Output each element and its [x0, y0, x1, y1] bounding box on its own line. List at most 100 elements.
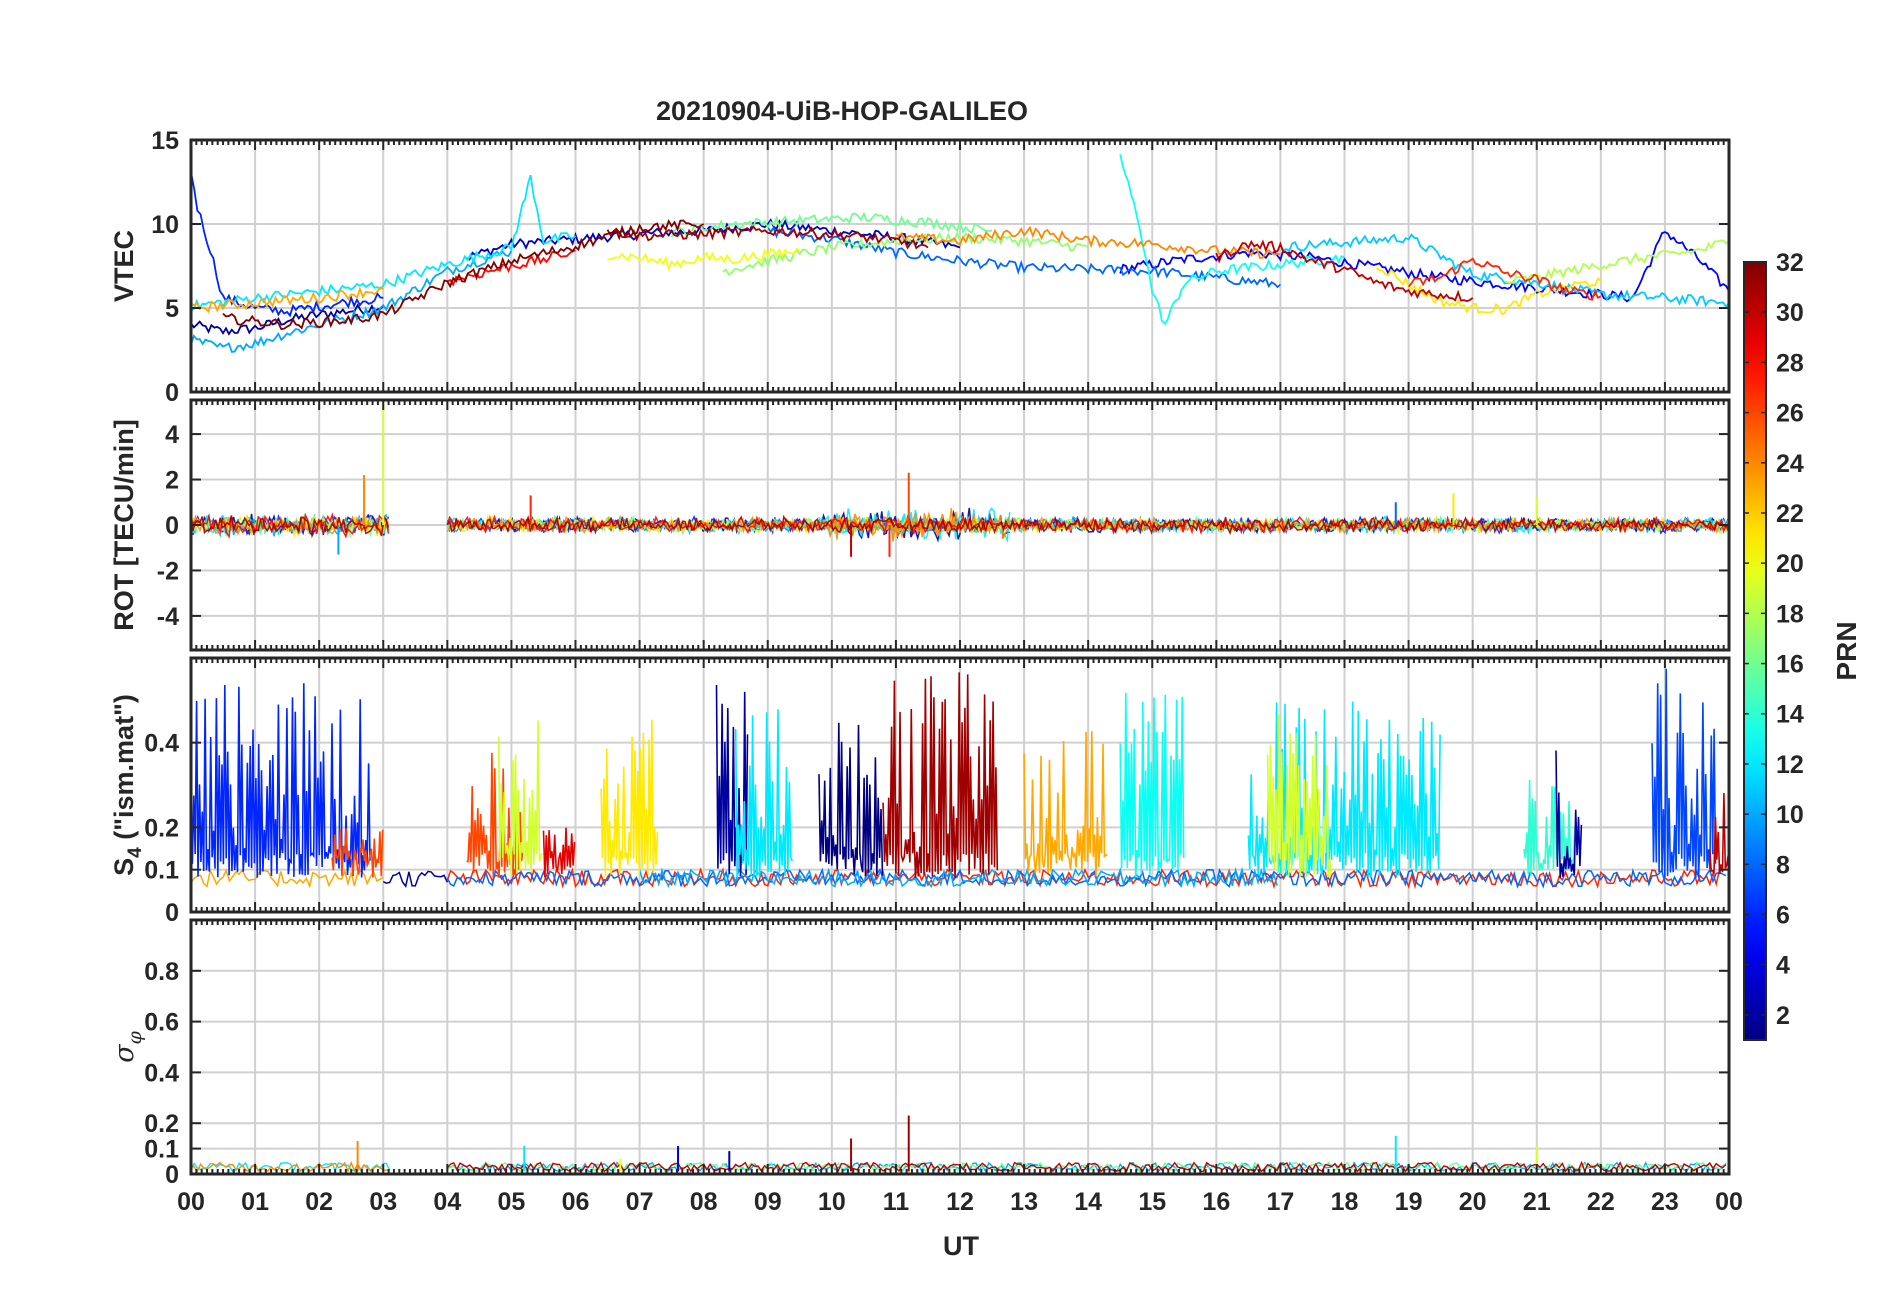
vtec-series-prn-11 — [1279, 233, 1729, 309]
y-tick-label: -2 — [157, 557, 179, 585]
chart-title: 20210904-UiB-HOP-GALILEO — [656, 96, 1028, 126]
y-tick-label: -4 — [157, 603, 179, 631]
vtec-series-prn-3 — [466, 218, 961, 261]
rot-series-prn-31 — [191, 515, 390, 537]
colorbar-tick-label: 18 — [1776, 600, 1804, 628]
s4-burst-prn-19 — [1266, 714, 1332, 878]
x-tick-label: 21 — [1523, 1188, 1551, 1216]
s4-baseline-prn-23 — [191, 868, 384, 889]
x-tick-label: 09 — [754, 1188, 782, 1216]
x-tick-label: 14 — [1074, 1188, 1102, 1216]
y-label-main: S — [109, 858, 139, 876]
rot-series-prn-24 — [191, 514, 390, 536]
s4-burst-prn-30 — [1709, 792, 1729, 876]
s4-burst-prn-7 — [1651, 668, 1717, 878]
s4-burst-prn-31 — [882, 672, 999, 878]
colorbar-tick-label: 8 — [1776, 851, 1790, 879]
colorbar-tick-label: 2 — [1776, 1002, 1790, 1030]
x-tick-label: 01 — [241, 1188, 269, 1216]
y-tick-label: 0.1 — [144, 1136, 179, 1164]
panel-data — [191, 154, 1729, 353]
s4-burst-prn-19 — [497, 720, 543, 876]
s4-burst-prn-1 — [818, 722, 884, 877]
s4-burst-prn-14 — [1523, 779, 1576, 877]
x-tick-label: 08 — [690, 1188, 718, 1216]
sigma-series-prn-24 — [191, 1160, 390, 1174]
s4-burst-prn-13 — [1119, 692, 1185, 878]
vtec-series-prn-12 — [191, 174, 577, 312]
sigma-series-prn-30 — [446, 1160, 1727, 1174]
colorbar-tick-label: 22 — [1776, 500, 1804, 528]
vtec-series-prn-30 — [1215, 239, 1474, 303]
x-axis-label: UT — [943, 1231, 979, 1261]
x-tick-label: 16 — [1202, 1188, 1230, 1216]
y-axis-label: σφ — [109, 1030, 146, 1062]
vtec-series-prn-31 — [606, 224, 929, 250]
y-tick-label: 10 — [151, 211, 179, 239]
y-tick-label: 0.2 — [144, 814, 179, 842]
colorbar-tick-label: 4 — [1776, 952, 1790, 980]
x-axis: 00 01 02 03 04 05 06 07 08 09 10 11 12 13 14 15 16 17 18 19… — [177, 1188, 1743, 1216]
vtec-series-prn-24 — [895, 225, 1281, 260]
y-tick-label: 0.1 — [144, 857, 179, 885]
x-tick-label: 07 — [626, 1188, 654, 1216]
y-tick-label: 0 — [165, 1161, 179, 1189]
s4-burst-prn-21 — [600, 719, 659, 877]
y-tick-label: 5 — [165, 295, 179, 323]
y-tick-label: 0.4 — [144, 1059, 179, 1087]
panel-vtec: 0 5 10 15 VTEC — [109, 127, 1731, 407]
s4-burst-prn-12 — [734, 709, 793, 878]
x-tick-label: 20 — [1459, 1188, 1487, 1216]
x-tick-label: 10 — [818, 1188, 846, 1216]
colorbar-ramp — [1743, 261, 1767, 1041]
x-tick-label: 18 — [1331, 1188, 1359, 1216]
colorbar-tick-label: 32 — [1776, 249, 1804, 277]
colorbar-tick-label: 26 — [1776, 400, 1804, 428]
y-axis-label: ROT [TECU/min] — [109, 419, 139, 630]
rot-series-prn-28 — [191, 512, 390, 539]
x-tick-label: 00 — [1715, 1188, 1743, 1216]
x-tick-label: 12 — [946, 1188, 974, 1216]
x-tick-label: 17 — [1267, 1188, 1295, 1216]
x-tick-label: 15 — [1138, 1188, 1166, 1216]
y-axis-label: S4 ("ism.mat") — [109, 694, 146, 876]
s4-burst-prn-12 — [1247, 701, 1441, 878]
x-tick-label: 11 — [883, 1188, 910, 1216]
vtec-series-prn-13 — [1119, 154, 1345, 326]
s4-baseline-prn-10 — [638, 866, 1278, 889]
panel-rot: -4 -2 0 2 4 ROT [TECU/min] — [109, 398, 1731, 652]
vtec-series-prn-32 — [222, 218, 705, 331]
x-tick-label: 05 — [498, 1188, 526, 1216]
x-tick-label: 03 — [369, 1188, 397, 1216]
y-tick-label: 0.2 — [144, 1110, 179, 1138]
vtec-series-prn-16 — [670, 211, 993, 238]
colorbar-tick-label: 16 — [1776, 651, 1804, 679]
y-tick-label: 0 — [165, 379, 179, 407]
colorbar-tick-label: 24 — [1776, 450, 1804, 478]
colorbar-tick-label: 6 — [1776, 902, 1790, 930]
colorbar-tick-label: 30 — [1776, 299, 1804, 327]
y-axis-label: VTEC — [109, 230, 139, 302]
s4-burst-prn-29 — [542, 827, 576, 878]
x-tick-label: 04 — [433, 1188, 461, 1216]
y-tick-label: 0.4 — [144, 730, 179, 758]
y-tick-label: 0 — [165, 512, 179, 540]
panel-data — [191, 668, 1729, 890]
panel-data — [191, 400, 1729, 557]
s4-burst-prn-23 — [1023, 731, 1108, 877]
panel-data — [191, 1115, 1727, 1174]
colorbar-tick-label: 28 — [1776, 349, 1804, 377]
vtec-series-prn-23 — [191, 286, 384, 314]
x-tick-label: 02 — [305, 1188, 333, 1216]
y-label-main: σ — [109, 1043, 140, 1063]
y-label-rest: ("ism.mat") — [109, 694, 139, 847]
y-tick-label: 15 — [151, 127, 179, 155]
panel-s4: 00.10.20.4S4 ("ism.mat") — [109, 656, 1731, 927]
x-tick-label: 06 — [562, 1188, 590, 1216]
x-tick-label: 23 — [1651, 1188, 1679, 1216]
s4-burst-prn-26 — [331, 828, 384, 878]
vtec-series-prn-21 — [1375, 267, 1602, 316]
